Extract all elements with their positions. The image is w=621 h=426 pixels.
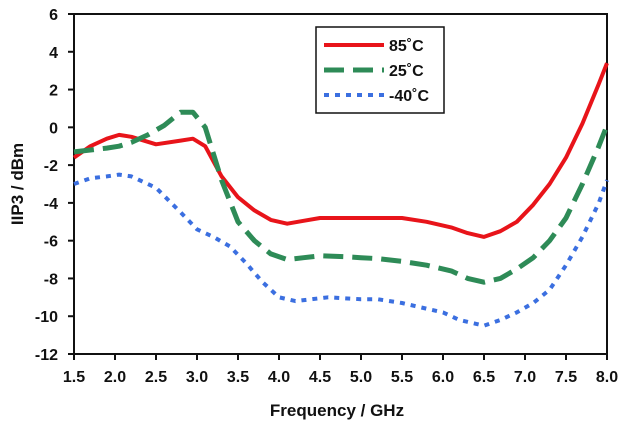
legend-label-1: 25˚C: [389, 63, 424, 80]
y-axis-label: IIP3 / dBm: [8, 143, 27, 225]
legend-label-0: 85˚C: [389, 38, 424, 55]
legend-label-2: -40˚C: [389, 88, 429, 105]
x-tick-label: 8.0: [596, 369, 618, 386]
y-axis-ticks: -12 -10 -8 -6 -4 -2 0 2 4 6: [35, 7, 74, 364]
series-lines: [72, 62, 610, 328]
x-axis-ticks: 1.5 2.0 2.5 3.0 3.5 4.0 4.5 5.0 5.5 6.0 6.5 7.0 7.5 8…: [63, 354, 618, 386]
x-axis-label: Frequency / GHz: [270, 401, 404, 420]
x-tick-label: 2.0: [104, 369, 126, 386]
y-tick-label: -6: [44, 234, 58, 251]
series-line-0: [72, 62, 609, 239]
x-tick-label: 2.5: [145, 369, 167, 386]
x-tick-label: 4.0: [268, 369, 290, 386]
y-tick-label: 6: [49, 7, 58, 24]
y-tick-label: -2: [44, 158, 58, 175]
y-tick-label: 2: [49, 83, 58, 100]
x-tick-label: 5.0: [350, 369, 372, 386]
x-tick-label: 7.0: [514, 369, 536, 386]
x-tick-label: 6.0: [432, 369, 454, 386]
y-tick-label: 4: [49, 45, 58, 62]
x-tick-label: 7.5: [555, 369, 577, 386]
x-tick-label: 3.0: [186, 369, 208, 386]
x-tick-label: 4.5: [309, 369, 331, 386]
y-tick-label: -8: [44, 271, 58, 288]
y-tick-label: -10: [35, 309, 58, 326]
y-tick-label: -4: [44, 196, 58, 213]
y-tick-label: -12: [35, 347, 58, 364]
series-line-2: [73, 172, 609, 328]
x-tick-label: 6.5: [473, 369, 495, 386]
y-tick-label: 0: [49, 120, 58, 137]
x-tick-label: 3.5: [227, 369, 249, 386]
x-tick-label: 5.5: [391, 369, 413, 386]
x-tick-label: 1.5: [63, 369, 85, 386]
series-line-1: [73, 109, 610, 285]
legend: 85˚C 25˚C -40˚C: [315, 26, 445, 114]
